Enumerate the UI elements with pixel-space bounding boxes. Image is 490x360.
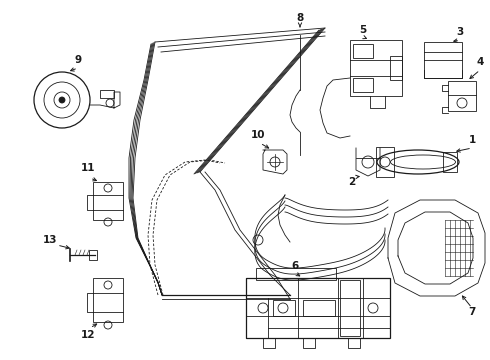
Bar <box>246 278 390 338</box>
Bar <box>448 81 476 111</box>
Text: 1: 1 <box>468 135 476 145</box>
Text: 8: 8 <box>296 13 304 23</box>
Text: 13: 13 <box>43 235 57 245</box>
Bar <box>303 300 335 316</box>
Bar <box>353 44 373 58</box>
Bar <box>89 250 97 260</box>
Bar <box>443 152 457 172</box>
Bar <box>93 278 123 322</box>
Circle shape <box>59 97 65 103</box>
Bar <box>100 90 114 98</box>
Text: 11: 11 <box>81 163 95 173</box>
Bar <box>340 280 360 336</box>
Text: 6: 6 <box>292 261 298 271</box>
Bar <box>348 338 360 348</box>
Text: 7: 7 <box>468 307 476 317</box>
Text: 4: 4 <box>476 57 484 67</box>
Bar <box>256 268 336 280</box>
Text: 2: 2 <box>348 177 356 187</box>
Text: 12: 12 <box>81 330 95 340</box>
Bar <box>303 338 315 348</box>
Text: 10: 10 <box>251 130 265 140</box>
Bar <box>263 338 275 348</box>
Bar <box>390 56 402 80</box>
Text: 9: 9 <box>74 55 81 65</box>
Text: 3: 3 <box>456 27 464 37</box>
Bar <box>376 147 394 177</box>
Text: 5: 5 <box>359 25 367 35</box>
Bar <box>353 78 373 92</box>
Bar <box>93 182 123 220</box>
Bar <box>273 300 295 316</box>
Bar <box>424 42 462 78</box>
Bar <box>350 40 402 96</box>
